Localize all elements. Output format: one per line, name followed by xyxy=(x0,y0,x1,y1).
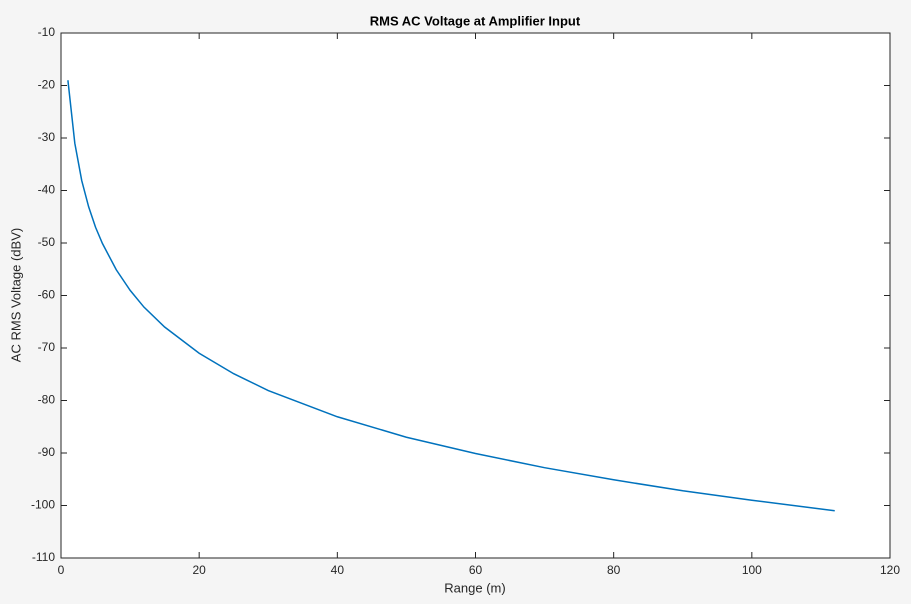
x-tick-label: 40 xyxy=(331,563,345,577)
y-tick-label: -60 xyxy=(38,288,56,302)
x-tick-label: 80 xyxy=(607,563,621,577)
x-tick-label: 120 xyxy=(880,563,900,577)
x-tick-label: 0 xyxy=(58,563,65,577)
y-tick-label: -10 xyxy=(38,25,56,39)
line xyxy=(67,80,835,512)
y-tick-label: -100 xyxy=(31,498,55,512)
chart-title: RMS AC Voltage at Amplifier Input xyxy=(370,13,581,28)
axes-box xyxy=(60,32,891,559)
y-tick-label: -80 xyxy=(38,393,56,407)
y-tick-label: -70 xyxy=(38,340,56,354)
x-axis-label: Range (m) xyxy=(444,580,505,595)
y-tick-label: -50 xyxy=(38,235,56,249)
y-tick-label: -20 xyxy=(38,78,56,92)
y-tick-label: -30 xyxy=(38,130,56,144)
y-tick-label: -110 xyxy=(32,550,55,564)
x-tick-label: 60 xyxy=(469,563,483,577)
plot-area xyxy=(61,33,890,558)
x-tick-label: 20 xyxy=(192,563,206,577)
y-tick-label: -90 xyxy=(38,445,56,459)
y-tick-label: -40 xyxy=(38,183,56,197)
x-tick-label: 100 xyxy=(742,563,762,577)
y-axis-label: AC RMS Voltage (dBV) xyxy=(8,228,23,362)
